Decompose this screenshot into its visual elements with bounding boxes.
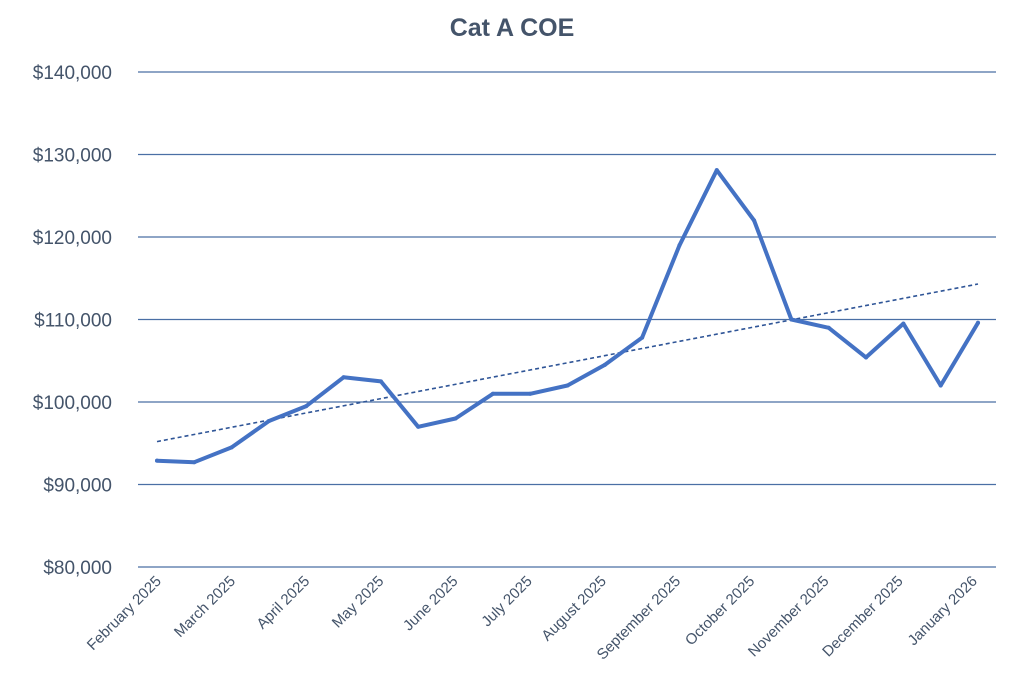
y-tick-label: $120,000 [33, 228, 112, 249]
x-tick-label: May 2025 [329, 573, 388, 632]
y-tick-label: $80,000 [43, 558, 112, 579]
x-tick-label: August 2025 [538, 573, 610, 645]
data-point [640, 335, 645, 340]
trendline [156, 283, 979, 443]
x-tick-label: October 2025 [682, 573, 758, 649]
data-point [416, 424, 421, 429]
data-point [938, 383, 943, 388]
data-point [901, 321, 906, 326]
x-tick-label: February 2025 [84, 573, 165, 654]
x-tick-label: April 2025 [253, 573, 313, 633]
data-point [341, 375, 346, 380]
data-point [453, 416, 458, 421]
y-tick-label: $90,000 [43, 476, 112, 497]
data-point [266, 418, 271, 423]
chart-title: Cat A COE [449, 14, 575, 42]
y-tick-label: $110,000 [34, 311, 112, 332]
data-point [155, 458, 159, 463]
x-tick-label: July 2025 [478, 573, 535, 630]
data-point [677, 243, 682, 248]
data-point [304, 404, 309, 409]
x-tick-label: March 2025 [171, 573, 239, 641]
data-point [192, 460, 197, 465]
x-tick-label: December 2025 [819, 573, 906, 660]
data-point [714, 168, 719, 173]
data-point [826, 325, 831, 330]
data-point [789, 317, 794, 322]
data-point [752, 218, 757, 223]
data-point [602, 362, 607, 367]
data-point [490, 391, 495, 396]
data-point [565, 383, 570, 388]
data-point [976, 320, 980, 325]
y-tick-label: $130,000 [33, 146, 112, 167]
data-point [229, 445, 234, 450]
x-tick-label: January 2026 [905, 573, 981, 649]
data-point [864, 355, 869, 360]
series-line [155, 168, 980, 465]
y-tick-label: $100,000 [33, 393, 112, 414]
y-tick-label: $140,000 [33, 63, 112, 84]
data-point [378, 379, 383, 384]
x-tick-label: June 2025 [400, 573, 462, 635]
data-point [528, 391, 533, 396]
